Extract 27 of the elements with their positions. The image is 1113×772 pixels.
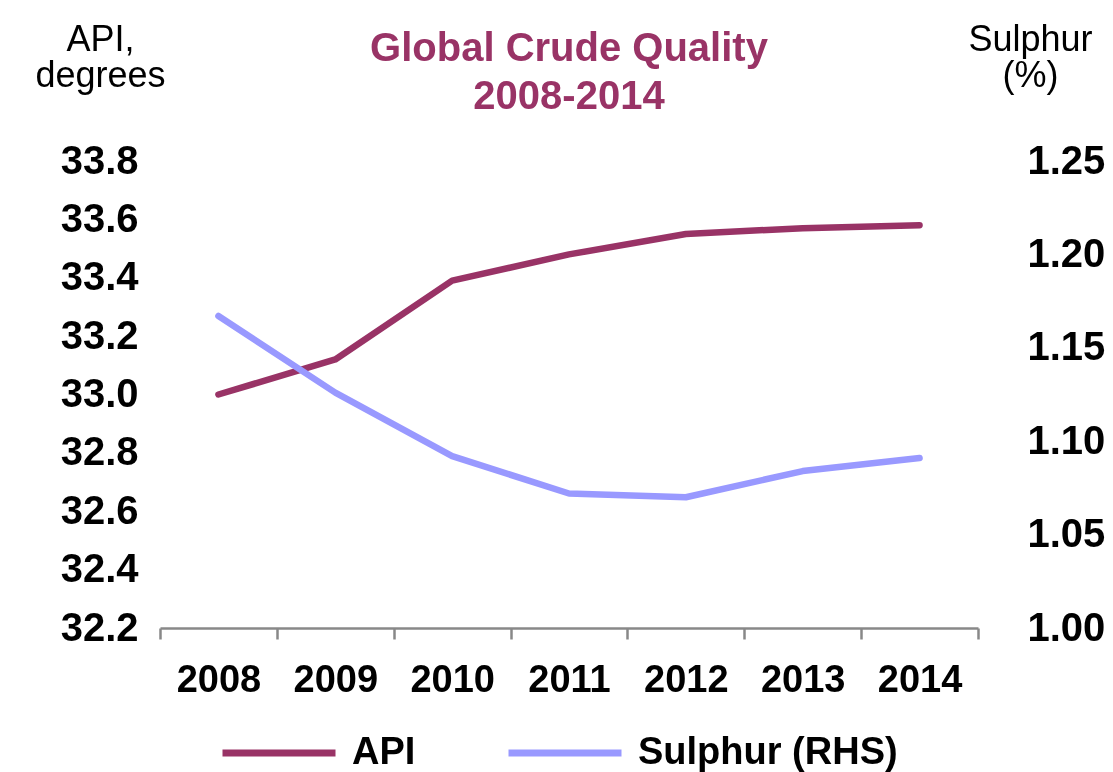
x-tick-label: 2010 (410, 657, 495, 700)
y2-tick-label: 1.25 (1027, 137, 1106, 182)
x-tick-label: 2009 (293, 657, 379, 700)
legend-label: Sulphur (RHS) (638, 730, 898, 772)
y-tick-label: 32.6 (60, 487, 139, 532)
x-tick-label: 2014 (877, 657, 963, 700)
x-tick-label: 2012 (644, 657, 729, 700)
y-tick-label: 32.4 (60, 546, 140, 591)
y-tick-label: 33.4 (60, 254, 140, 299)
y-tick-label: 33.6 (60, 195, 139, 240)
chart-title: Global Crude Quality 2008-2014 (370, 25, 769, 117)
y2-axis-title: Sulphur (%) (968, 17, 1093, 95)
y2-tick-label: 1.15 (1027, 324, 1106, 369)
y-tick-label: 33.2 (60, 312, 139, 357)
y-axis-title: API, degrees (35, 17, 166, 95)
x-tick-label: 2008 (176, 657, 262, 700)
y2-tick-label: 1.05 (1027, 511, 1106, 556)
y-tick-label: 32.2 (60, 604, 139, 649)
y-tick-label: 33.0 (60, 371, 139, 415)
y2-tick-label: 1.00 (1027, 604, 1106, 649)
y2-tick-label: 1.10 (1027, 417, 1106, 462)
y-tick-label: 33.8 (60, 137, 139, 182)
legend-label: API (352, 730, 416, 772)
x-tick-label: 2013 (760, 657, 846, 700)
y2-tick-label: 1.20 (1027, 230, 1106, 275)
x-tick-label: 2011 (528, 657, 611, 700)
y-tick-label: 32.8 (60, 429, 139, 474)
